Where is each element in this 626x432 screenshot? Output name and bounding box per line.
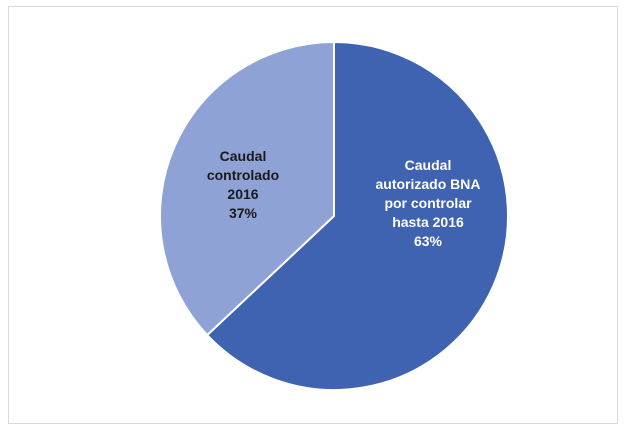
pie-slice-label-line: autorizado BNA <box>376 176 481 192</box>
pie-slices <box>159 40 509 391</box>
pie-slice-percent: 63% <box>414 233 443 249</box>
pie-slice-label-line: Caudal <box>220 148 267 164</box>
pie-slice-label-line: 2016 <box>227 186 258 202</box>
pie-slice-1 <box>205 40 509 391</box>
pie-slice-label-2: Caudal controlado 2016 37% <box>207 148 279 221</box>
pie-slice-label-line: hasta 2016 <box>392 214 464 230</box>
pie-slice-label-line: controlado <box>207 167 279 183</box>
pie-slice-label-line: por controlar <box>384 195 472 211</box>
pie-slice-label-1: Caudal autorizado BNA por controlar hasta 2… <box>376 157 481 249</box>
pie-slice-percent: 37% <box>229 205 258 221</box>
pie-slice-label-line: Caudal <box>405 157 452 173</box>
pie-slice-2 <box>159 40 335 337</box>
pie-labels: Caudal autorizado BNA por controlar hasta 2… <box>207 148 481 249</box>
